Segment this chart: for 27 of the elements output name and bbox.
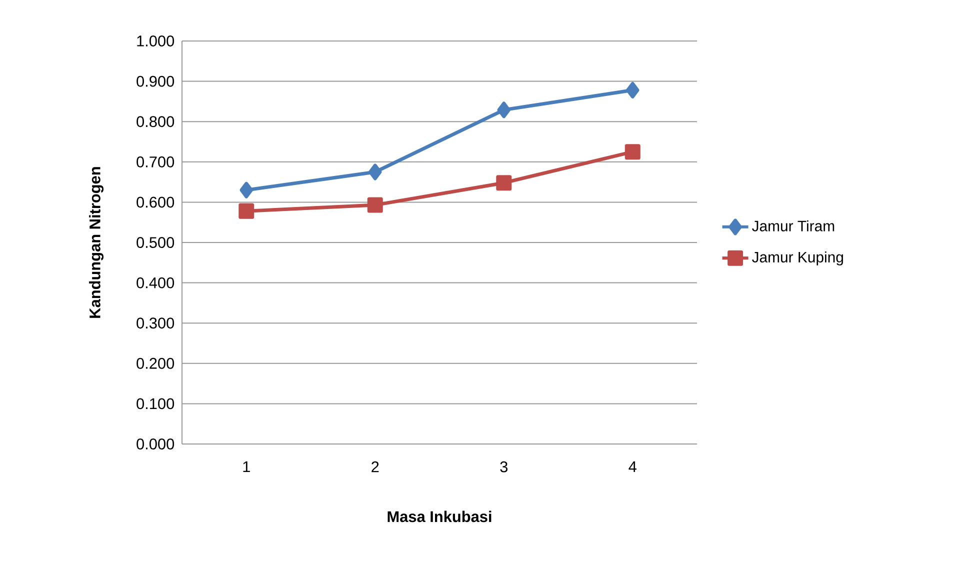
y-tick-label: 0.600 bbox=[136, 196, 174, 208]
point bbox=[367, 197, 383, 213]
y-tick-label: 1.000 bbox=[137, 36, 174, 46]
point bbox=[240, 182, 253, 198]
legend-label: Jamur Tiram bbox=[752, 220, 834, 232]
point bbox=[624, 144, 640, 160]
y-tick-label: 0.700 bbox=[136, 156, 174, 168]
point bbox=[626, 82, 640, 98]
point bbox=[238, 203, 254, 219]
x-tick-label: 2 bbox=[372, 461, 379, 472]
legend-label: Jamur Kuping bbox=[752, 251, 843, 266]
point bbox=[368, 164, 382, 180]
y-tick-label: 0.100 bbox=[136, 398, 174, 410]
x-axis-title: Masa Inkubasi bbox=[388, 510, 492, 522]
x-tick-label: 3 bbox=[500, 461, 508, 472]
y-tick-label: 0.200 bbox=[136, 358, 174, 369]
y-tick-label: 0.400 bbox=[136, 277, 174, 288]
y-tick-label: 0.300 bbox=[136, 318, 174, 329]
y-tick-label: 0.900 bbox=[136, 76, 174, 87]
point bbox=[496, 175, 512, 191]
y-tick-label: 0.500 bbox=[136, 237, 174, 248]
x-tick-label: 4 bbox=[628, 461, 636, 472]
point bbox=[497, 102, 511, 118]
y-axis-title: Kandungan Nitrogen bbox=[89, 167, 104, 318]
y-tick-label: 0.000 bbox=[136, 438, 174, 450]
x-tick-label: 1 bbox=[243, 461, 250, 472]
y-tick-label: 0.800 bbox=[136, 116, 174, 128]
